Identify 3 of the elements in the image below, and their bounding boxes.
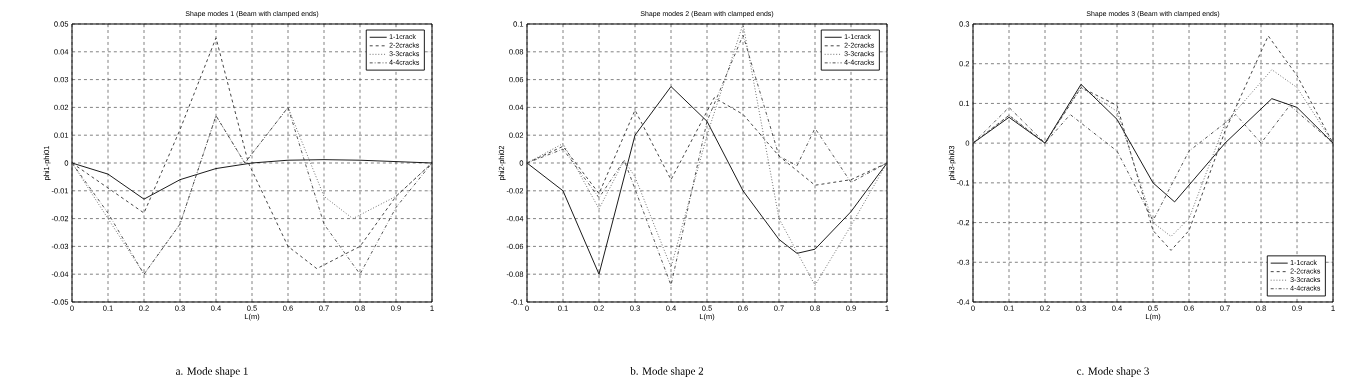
text: c. Mode shape 3: [1077, 367, 1149, 377]
text: b. Mode shape 2: [630, 367, 704, 377]
text: a. Mode shape 1: [176, 367, 248, 377]
